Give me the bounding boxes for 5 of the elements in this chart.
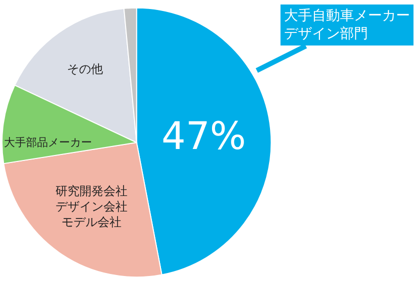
- slice-label: 大手自動車メーカーデザイン部門: [284, 8, 410, 42]
- slice-label: その他: [66, 62, 103, 76]
- slice-label: 大手部品メーカー: [4, 136, 92, 150]
- data-label: 47%: [162, 114, 246, 158]
- slice-label: 研究開発会社デザイン会社モデル会社: [56, 184, 128, 230]
